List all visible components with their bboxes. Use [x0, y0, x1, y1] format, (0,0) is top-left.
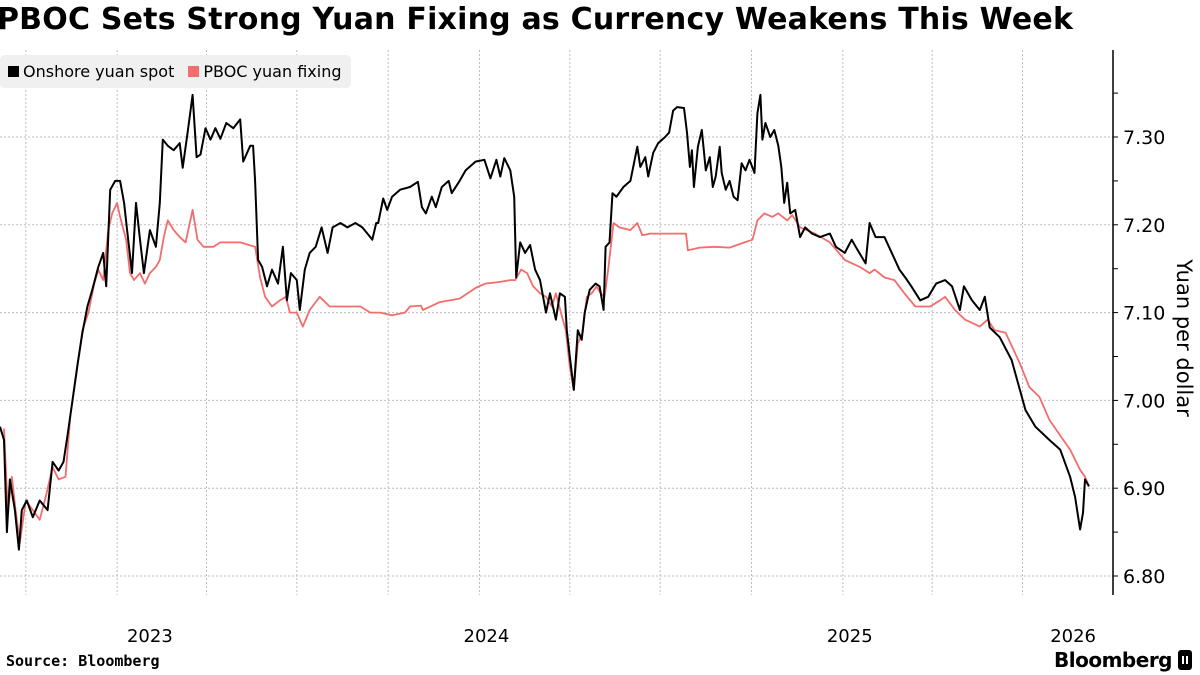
legend-label: Onshore yuan spot [23, 62, 175, 81]
y-tick-label: 7.20 [1123, 215, 1165, 237]
gridlines [0, 50, 1113, 595]
legend-item-onshore-spot: Onshore yuan spot [8, 62, 174, 81]
y-tick-label: 7.10 [1123, 303, 1165, 325]
legend-label: PBOC yuan fixing [203, 62, 342, 81]
pboc-fixing-line [3, 201, 1090, 544]
y-tick-label: 7.30 [1123, 127, 1165, 149]
bloomberg-mark-icon [1178, 650, 1192, 670]
legend-item-pboc-fixing: PBOC yuan fixing [188, 62, 341, 81]
y-tick-label: 6.80 [1123, 566, 1165, 588]
chart-title: PBOC Sets Strong Yuan Fixing as Currency… [0, 2, 1074, 37]
legend: Onshore yuan spot PBOC yuan fixing [0, 55, 352, 88]
x-axis: 2023 2024 2025 2026 [127, 626, 1096, 647]
x-tick-label: 2026 [1050, 626, 1096, 647]
legend-swatch-black [8, 66, 19, 77]
legend-swatch-red [188, 66, 200, 77]
bloomberg-logo: Bloomberg [1054, 648, 1192, 672]
x-tick-label: 2025 [827, 626, 873, 647]
y-tick-label: 6.90 [1123, 478, 1165, 500]
y-axis-label: Yuan per dollar [1172, 258, 1196, 417]
onshore-spot-line [0, 93, 1090, 551]
x-tick-label: 2024 [464, 626, 510, 647]
y-tick-label: 7.00 [1123, 390, 1165, 412]
y-axis: 7.30 7.20 7.10 7.00 6.90 6.80 [1112, 50, 1165, 595]
x-tick-label: 2023 [127, 626, 173, 647]
source-note: Source: Bloomberg [6, 652, 160, 670]
logo-text: Bloomberg [1054, 648, 1172, 672]
series-lines [0, 93, 1090, 551]
